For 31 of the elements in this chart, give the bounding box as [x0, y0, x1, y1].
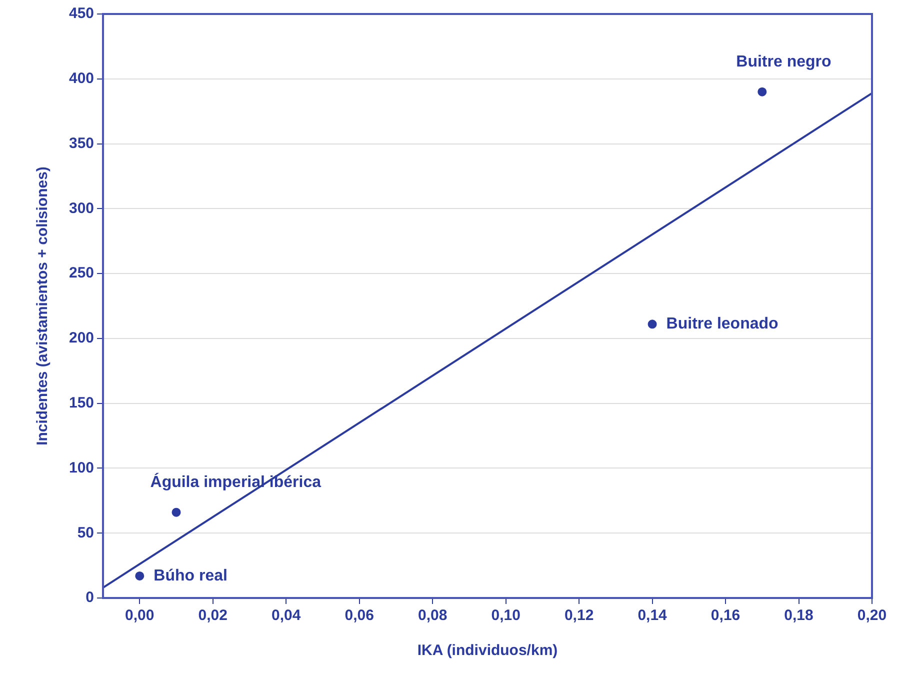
x-tick-label: 0,00	[125, 607, 154, 624]
point	[172, 508, 181, 517]
y-tick-label: 300	[68, 200, 94, 217]
annotation: Búho real	[154, 567, 228, 584]
y-tick-label: 450	[68, 5, 94, 22]
y-tick-label: 400	[68, 70, 94, 88]
y-tick-label: 100	[68, 459, 94, 476]
annotation: Buitre leonado	[666, 316, 779, 333]
x-tick-label: 0,16	[710, 607, 740, 624]
x-tick-label: 0,12	[564, 607, 594, 624]
y-tick-label: 250	[68, 264, 94, 282]
x-tick-label: 0,14	[638, 607, 668, 624]
y-tick-label: 0	[86, 589, 94, 606]
x-axis-title: IKA (individuos/km)	[417, 642, 558, 660]
x-tick-label: 0,06	[344, 607, 374, 624]
annotation: Buitre negro	[736, 53, 832, 70]
point	[758, 87, 767, 96]
point	[135, 571, 144, 580]
y-tick-label: 200	[68, 330, 94, 347]
x-tick-label: 0,20	[857, 607, 887, 624]
y-tick-label: 350	[68, 134, 94, 152]
x-tick-label: 0,02	[198, 607, 228, 624]
y-tick-label: 150	[68, 394, 94, 412]
y-axis-title: Incidentes (avistamientos + colisiones)	[34, 166, 52, 446]
x-tick-label: 0,04	[272, 607, 302, 624]
x-tick-label: 0,18	[784, 607, 814, 624]
y-tick-label: 50	[77, 524, 94, 542]
annotation: Águila imperial ibérica	[150, 472, 322, 491]
point	[648, 320, 657, 329]
x-tick-label: 0,08	[418, 607, 448, 624]
x-tick-label: 0,10	[491, 607, 520, 624]
